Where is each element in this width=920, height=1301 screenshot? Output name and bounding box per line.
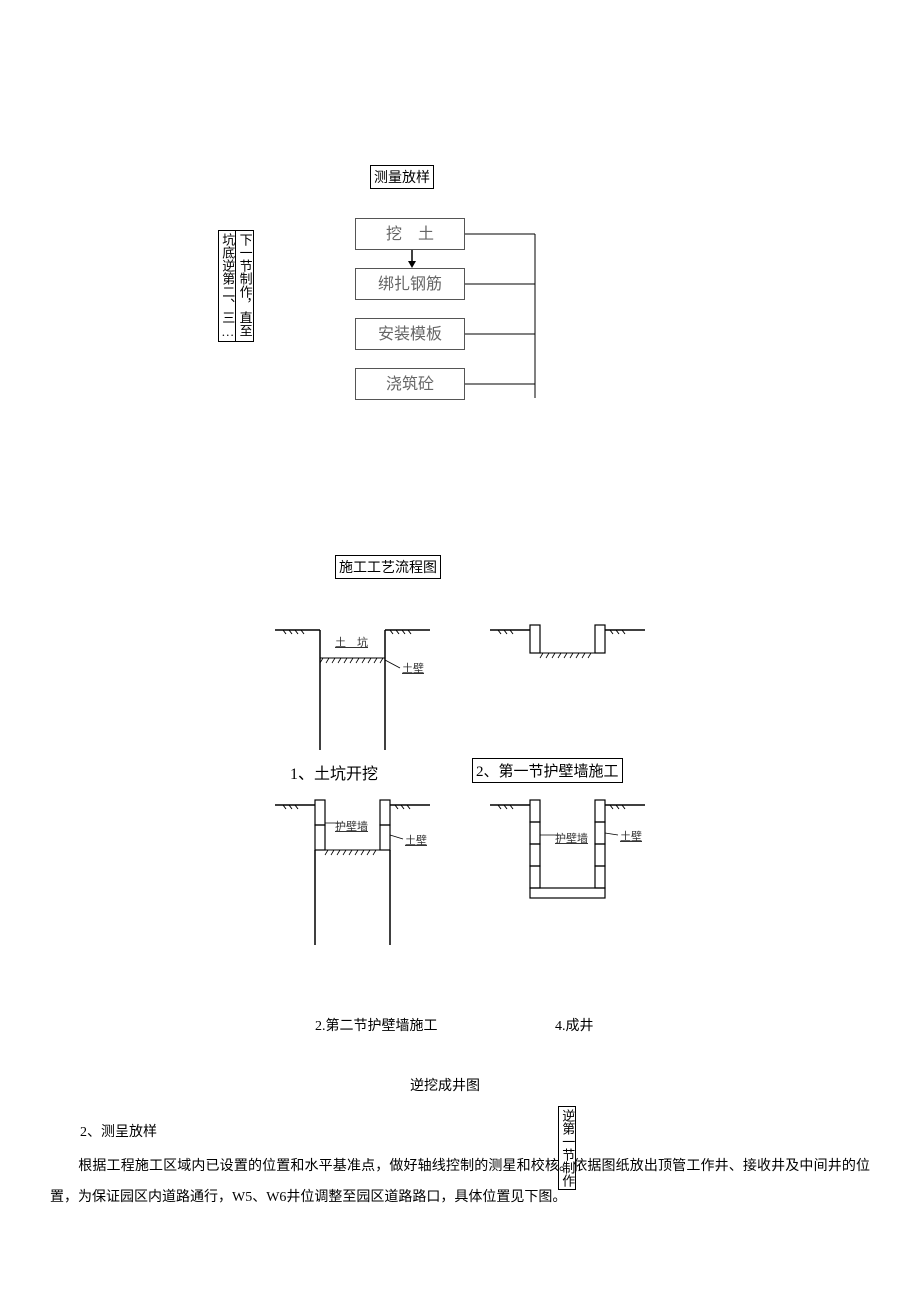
diag1-label-tukeng: 土 坑 [335, 634, 368, 650]
body-paragraph: 根据工程施工区域内已设置的位置和水平基准点，做好轴线控制的测星和校核。依据图纸放… [50, 1152, 870, 1214]
diag-cap-4: 4.成井 [555, 1015, 594, 1035]
section-heading: 2、测呈放样 [80, 1118, 157, 1149]
flow-box-3: 安装模板 [355, 318, 465, 350]
flow-title: 施工工艺流程图 [335, 555, 441, 579]
diag4-label-tubi: 土壁 [620, 828, 642, 844]
diagram-2 [490, 620, 650, 750]
left-note-2: 坑底逆第二、三… [218, 230, 235, 342]
flow-box-4: 浇筑砼 [355, 368, 465, 400]
diag3-label-tubi: 土壁 [405, 832, 427, 848]
diag-cap-2: 2、第一节护壁墙施工 [472, 758, 623, 783]
diagram-title: 逆挖成井图 [410, 1075, 480, 1095]
flow-arrow [405, 250, 425, 270]
flow-box-2: 绑扎钢筋 [355, 268, 465, 300]
flow-box-1: 挖 土 [355, 218, 465, 250]
diag1-label-tubi: 土壁 [402, 660, 424, 676]
flow-bracket [465, 218, 555, 403]
left-note-1: 下一节制作，直至 [235, 230, 253, 342]
diag-cap-1: 1、土坑开挖 [290, 760, 378, 784]
diagram-4 [490, 795, 650, 945]
flow-top-label: 测量放样 [370, 165, 434, 189]
diag-cap-3: 2.第二节护壁墙施工 [315, 1015, 438, 1035]
diag3-label-hubi: 护壁墙 [335, 818, 368, 834]
diag4-label-hubi: 护壁墙 [555, 830, 588, 846]
